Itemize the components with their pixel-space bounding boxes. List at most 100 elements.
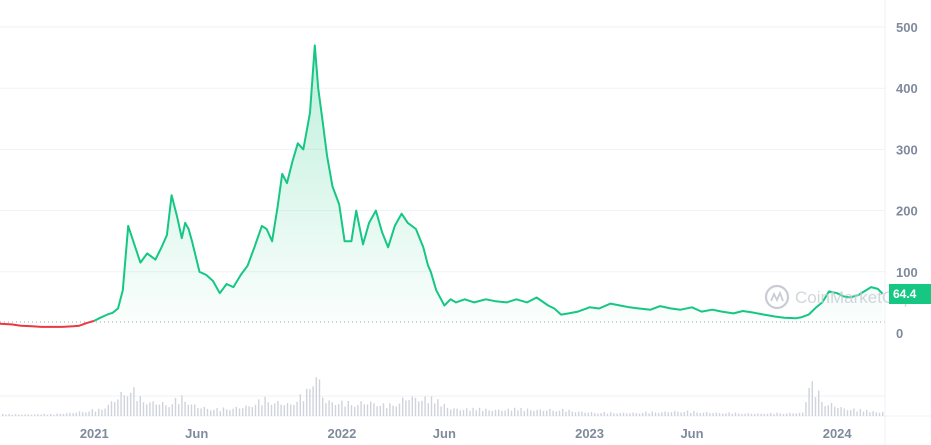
x-tick-label: Jun: [433, 426, 456, 441]
volume-bar: [773, 414, 775, 416]
volume-bar: [302, 401, 305, 416]
volume-bar: [293, 404, 295, 416]
volume-bar: [235, 406, 237, 416]
volume-bar: [274, 403, 276, 416]
volume-bar: [277, 400, 279, 416]
volume-bar: [398, 403, 401, 416]
volume-bar: [504, 410, 506, 416]
volume-bar: [485, 408, 487, 416]
volume-bar: [290, 404, 292, 416]
volume-bar: [264, 396, 266, 416]
volume-bar: [299, 394, 301, 416]
volume-bar: [475, 410, 477, 416]
volume-bar: [216, 408, 218, 416]
volume-bar: [162, 401, 164, 416]
x-tick-label: 2023: [575, 426, 604, 441]
volume-bar: [56, 413, 58, 416]
watermark: CoinMarketCap: [764, 284, 913, 310]
volume-bar: [654, 412, 657, 416]
volume-bar: [174, 397, 177, 416]
volume-bar: [587, 412, 589, 416]
x-tick-label: 2024: [823, 426, 853, 441]
volume-bar: [24, 414, 26, 416]
volume-bar: [165, 405, 167, 416]
volume-bar: [66, 413, 68, 416]
volume-bar: [229, 410, 231, 416]
volume-bar: [11, 414, 13, 416]
volume-bar: [382, 403, 385, 416]
volume-bar: [670, 412, 673, 416]
volume-bar: [619, 413, 621, 416]
price-line-below-baseline: [0, 319, 95, 328]
volume-bar: [526, 408, 529, 416]
volume-bar: [818, 390, 820, 416]
volume-bar: [344, 406, 346, 416]
volume-bar: [565, 411, 567, 416]
volume-bar: [322, 397, 324, 416]
volume-bar: [542, 410, 545, 416]
volume-bar: [309, 389, 311, 416]
volume-bar: [18, 414, 20, 416]
volume-bar: [821, 401, 823, 416]
current-price-label: 64.4: [893, 287, 917, 301]
volume-bar: [478, 407, 481, 416]
volume-bar: [238, 408, 241, 416]
volume-bar: [555, 411, 557, 416]
volume-bar: [754, 413, 756, 416]
volume-bar: [690, 412, 692, 416]
volume-bar: [805, 402, 807, 416]
volume-bar: [677, 411, 679, 416]
volume-bar: [834, 406, 836, 416]
volume-bar: [194, 404, 196, 416]
volume-bar: [782, 413, 785, 416]
volume-bar: [334, 405, 337, 416]
volume-bar: [341, 400, 343, 416]
volume-bar: [811, 381, 813, 416]
volume-bar: [520, 407, 522, 416]
volume-bar: [696, 412, 698, 416]
volume-bar: [638, 413, 641, 416]
volume-bar: [280, 404, 282, 416]
price-line: [0, 44, 884, 328]
volume-bar: [82, 412, 84, 416]
volume-bar: [718, 413, 721, 416]
volume-bar: [536, 409, 538, 416]
volume-bar: [59, 414, 61, 416]
volume-bar: [306, 388, 308, 416]
volume-bar: [734, 412, 737, 416]
volume-bar: [350, 405, 353, 416]
volume-bar: [34, 414, 36, 416]
volume-bar: [747, 413, 749, 416]
volume-bar: [37, 414, 39, 416]
volume-bar: [581, 411, 583, 416]
volume-bar: [21, 414, 23, 416]
volume-bar: [142, 402, 145, 416]
volume-bar: [514, 407, 516, 416]
volume-bar: [219, 411, 221, 416]
grid: [0, 26, 931, 417]
volume-bar: [798, 412, 801, 416]
volume-bar: [837, 407, 839, 416]
volume-bar: [616, 413, 618, 416]
volume-bar: [533, 410, 535, 416]
volume-bar: [88, 411, 90, 416]
volume-bar: [786, 413, 788, 416]
volume-bar: [418, 401, 420, 416]
volume-bar: [110, 401, 113, 416]
volume-bar: [226, 409, 228, 416]
volume-bar: [331, 402, 333, 416]
volume-bar: [357, 405, 359, 416]
volume-bar: [651, 411, 653, 416]
y-axis: 0 100 200 300 400 500: [884, 0, 918, 445]
volume-bar: [286, 403, 289, 416]
volume-bar: [8, 413, 10, 416]
volume-bar: [872, 411, 874, 416]
volume-bar: [808, 387, 810, 416]
volume-bar: [731, 413, 733, 416]
volume-bar: [136, 401, 138, 416]
x-axis: 2021 Jun 2022 Jun 2023 Jun 2024: [80, 426, 853, 441]
volume-bar: [472, 407, 474, 416]
volume-bar: [190, 404, 193, 416]
volume-bar: [574, 412, 577, 416]
volume-bar: [789, 412, 791, 416]
